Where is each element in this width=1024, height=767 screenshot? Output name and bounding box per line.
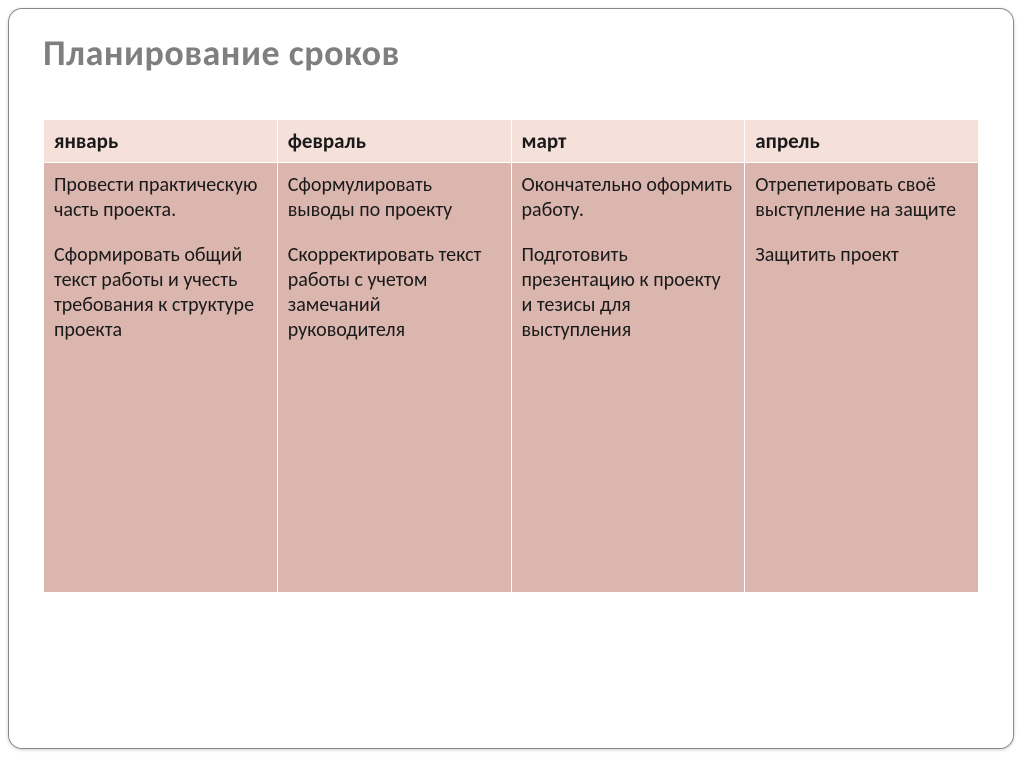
cell-text: Сформировать общий текст работы и учесть… [54,243,267,343]
cell-march: Окончательно оформить работу. Подготовит… [511,163,745,593]
cell-january: Провести практическую часть проекта. Сфо… [44,163,278,593]
cell-text: Защитить проект [755,243,968,268]
cell-text: Отрепетировать своё выступление на защит… [755,173,968,223]
col-header-april: апрель [745,120,979,163]
cell-text: Скорректировать текст работы с учетом за… [288,243,501,343]
table-header-row: январь февраль март апрель [44,120,979,163]
col-header-february: февраль [277,120,511,163]
cell-text: Провести практическую часть проекта. [54,173,267,223]
table-row: Провести практическую часть проекта. Сфо… [44,163,979,593]
cell-february: Сформулировать выводы по проекту Скоррек… [277,163,511,593]
slide-frame: Планирование сроков январь февраль март … [8,8,1014,749]
cell-april: Отрепетировать своё выступление на защит… [745,163,979,593]
cell-text: Подготовить презентацию к проекту и тези… [522,243,735,343]
cell-text: Сформулировать выводы по проекту [288,173,501,223]
page-title: Планирование сроков [43,31,979,75]
col-header-january: январь [44,120,278,163]
schedule-table: январь февраль март апрель Провести прак… [43,119,979,593]
cell-text: Окончательно оформить работу. [522,173,735,223]
col-header-march: март [511,120,745,163]
